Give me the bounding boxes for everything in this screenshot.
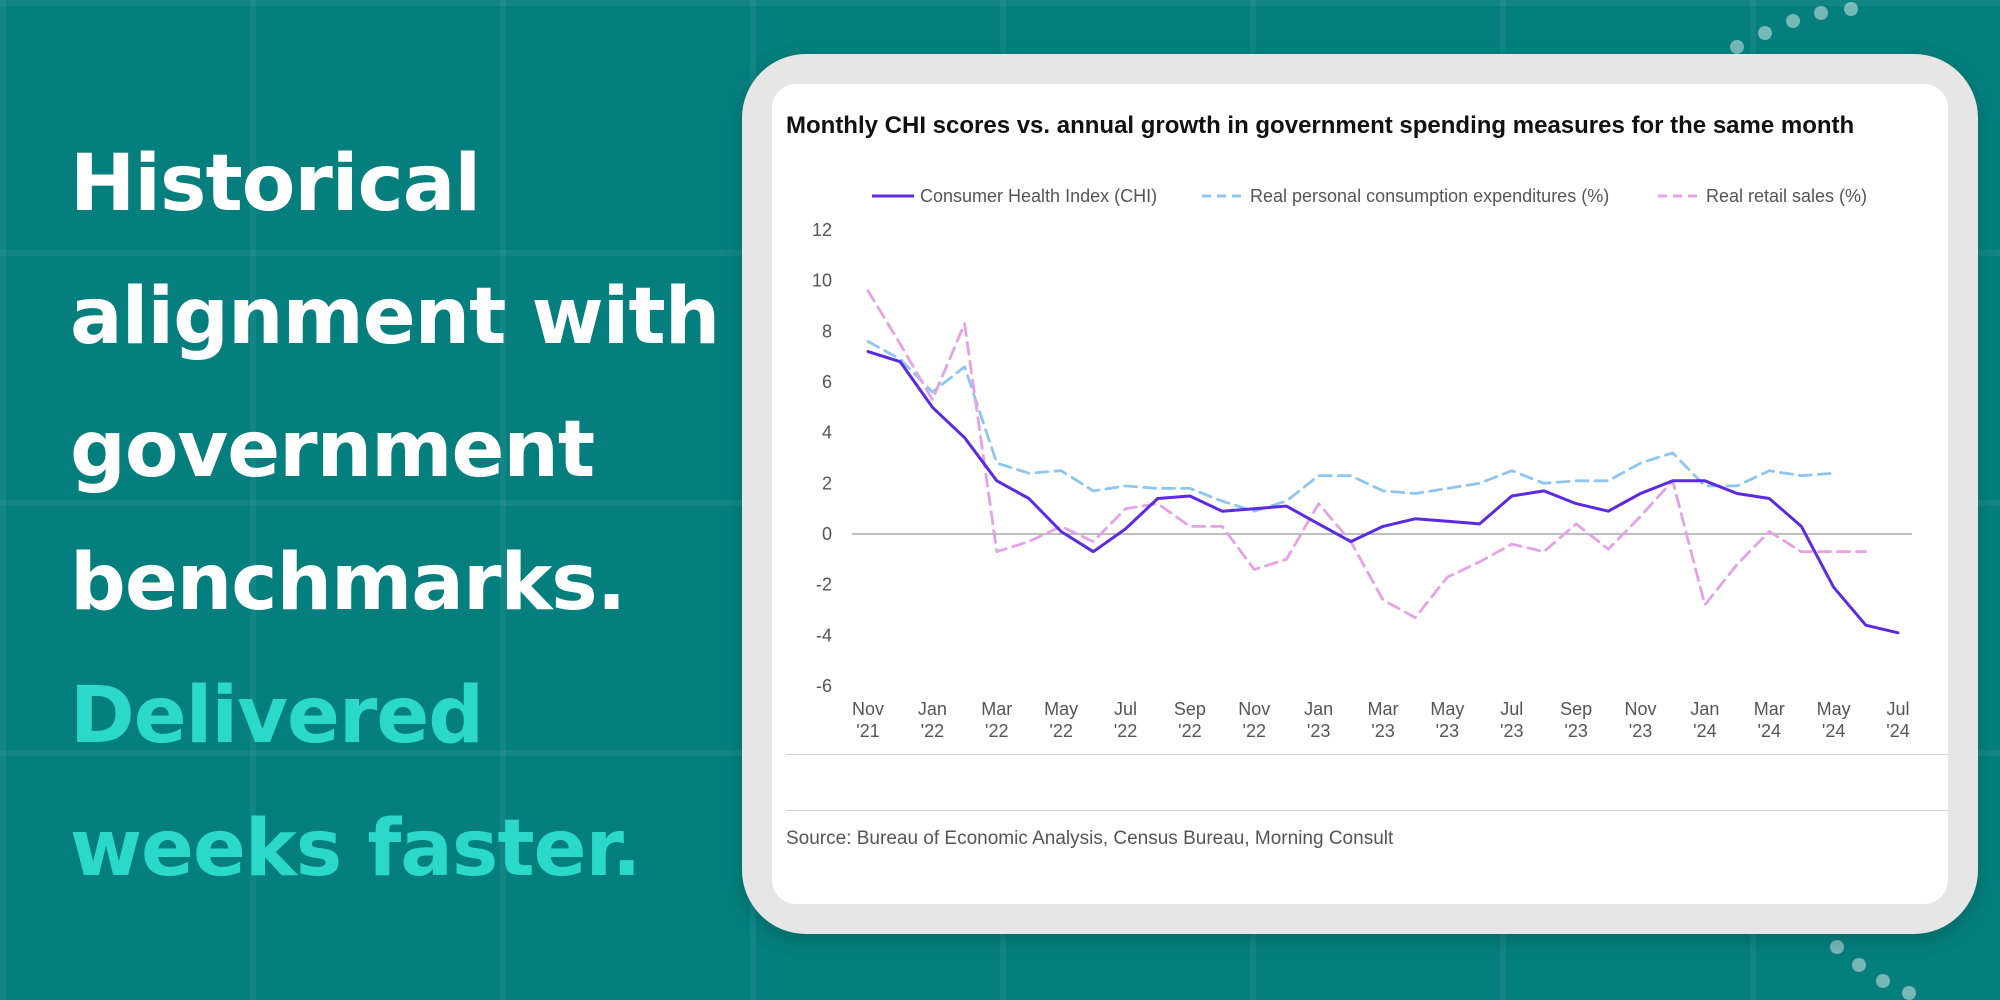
x-tick-label: Nov bbox=[852, 699, 884, 719]
y-tick-label: 8 bbox=[822, 321, 832, 341]
x-tick-label: '24 bbox=[1693, 721, 1716, 741]
headline-line-4: benchmarks. bbox=[70, 538, 626, 628]
tablet-screen: Monthly CHI scores vs. annual growth in … bbox=[772, 84, 1948, 904]
x-tick-label: '24 bbox=[1886, 721, 1909, 741]
source-note: Source: Bureau of Economic Analysis, Cen… bbox=[786, 828, 1394, 849]
headline-accent-line-2: weeks faster. bbox=[70, 804, 641, 894]
x-tick-label: '22 bbox=[1114, 721, 1137, 741]
y-tick-label: -6 bbox=[816, 676, 832, 696]
legend-label: Consumer Health Index (CHI) bbox=[920, 186, 1157, 206]
x-tick-label: Jan bbox=[1690, 699, 1719, 719]
headline-line-3: government bbox=[70, 405, 595, 495]
x-tick-label: Sep bbox=[1174, 699, 1206, 719]
y-tick-label: 12 bbox=[812, 220, 832, 240]
x-tick-label: '21 bbox=[856, 721, 879, 741]
x-tick-label: '24 bbox=[1822, 721, 1845, 741]
series-line bbox=[866, 289, 1868, 619]
x-tick-label: '23 bbox=[1500, 721, 1523, 741]
tablet-frame: Monthly CHI scores vs. annual growth in … bbox=[742, 54, 1978, 934]
y-tick-label: -2 bbox=[816, 575, 832, 595]
x-tick-label: '23 bbox=[1564, 721, 1587, 741]
legend-label: Real retail sales (%) bbox=[1706, 186, 1867, 206]
series-line bbox=[866, 350, 1900, 635]
legend-label: Real personal consumption expenditures (… bbox=[1250, 186, 1609, 206]
headline: Historical alignment with government ben… bbox=[70, 118, 750, 916]
headline-accent-line-1: Delivered bbox=[70, 671, 484, 761]
y-tick-label: 10 bbox=[812, 271, 832, 291]
x-tick-label: May bbox=[1430, 699, 1464, 719]
x-tick-label: Mar bbox=[1754, 699, 1785, 719]
y-tick-label: -4 bbox=[816, 625, 832, 645]
x-tick-label: Jul bbox=[1500, 699, 1523, 719]
x-tick-label: '22 bbox=[1243, 721, 1266, 741]
x-tick-label: '24 bbox=[1758, 721, 1781, 741]
x-tick-label: Jul bbox=[1886, 699, 1909, 719]
x-tick-label: '22 bbox=[921, 721, 944, 741]
x-tick-label: '23 bbox=[1307, 721, 1330, 741]
x-tick-label: '23 bbox=[1629, 721, 1652, 741]
x-tick-label: Mar bbox=[1368, 699, 1399, 719]
x-tick-label: Sep bbox=[1560, 699, 1592, 719]
x-tick-label: '22 bbox=[1178, 721, 1201, 741]
x-tick-label: '23 bbox=[1371, 721, 1394, 741]
chart-title: Monthly CHI scores vs. annual growth in … bbox=[786, 112, 1855, 139]
x-tick-label: '22 bbox=[1049, 721, 1072, 741]
x-tick-label: May bbox=[1817, 699, 1851, 719]
headline-line-1: Historical bbox=[70, 139, 481, 229]
x-tick-label: Jan bbox=[918, 699, 947, 719]
x-tick-label: May bbox=[1044, 699, 1078, 719]
x-tick-label: Jul bbox=[1114, 699, 1137, 719]
headline-line-2: alignment with bbox=[70, 272, 720, 362]
divider-bottom bbox=[786, 810, 1948, 811]
x-tick-label: Mar bbox=[981, 699, 1012, 719]
y-tick-label: 2 bbox=[822, 473, 832, 493]
x-tick-label: '23 bbox=[1436, 721, 1459, 741]
y-tick-label: 4 bbox=[822, 423, 832, 443]
y-tick-label: 0 bbox=[822, 524, 832, 544]
x-tick-label: Nov bbox=[1624, 699, 1656, 719]
x-tick-label: '22 bbox=[985, 721, 1008, 741]
x-tick-label: Jan bbox=[1304, 699, 1333, 719]
line-chart: 121086420-2-4-6Nov'21Jan'22Mar'22May'22J… bbox=[812, 186, 1912, 741]
series-line bbox=[866, 340, 1835, 513]
divider-top bbox=[786, 754, 1948, 755]
y-tick-label: 6 bbox=[822, 372, 832, 392]
x-tick-label: Nov bbox=[1238, 699, 1270, 719]
